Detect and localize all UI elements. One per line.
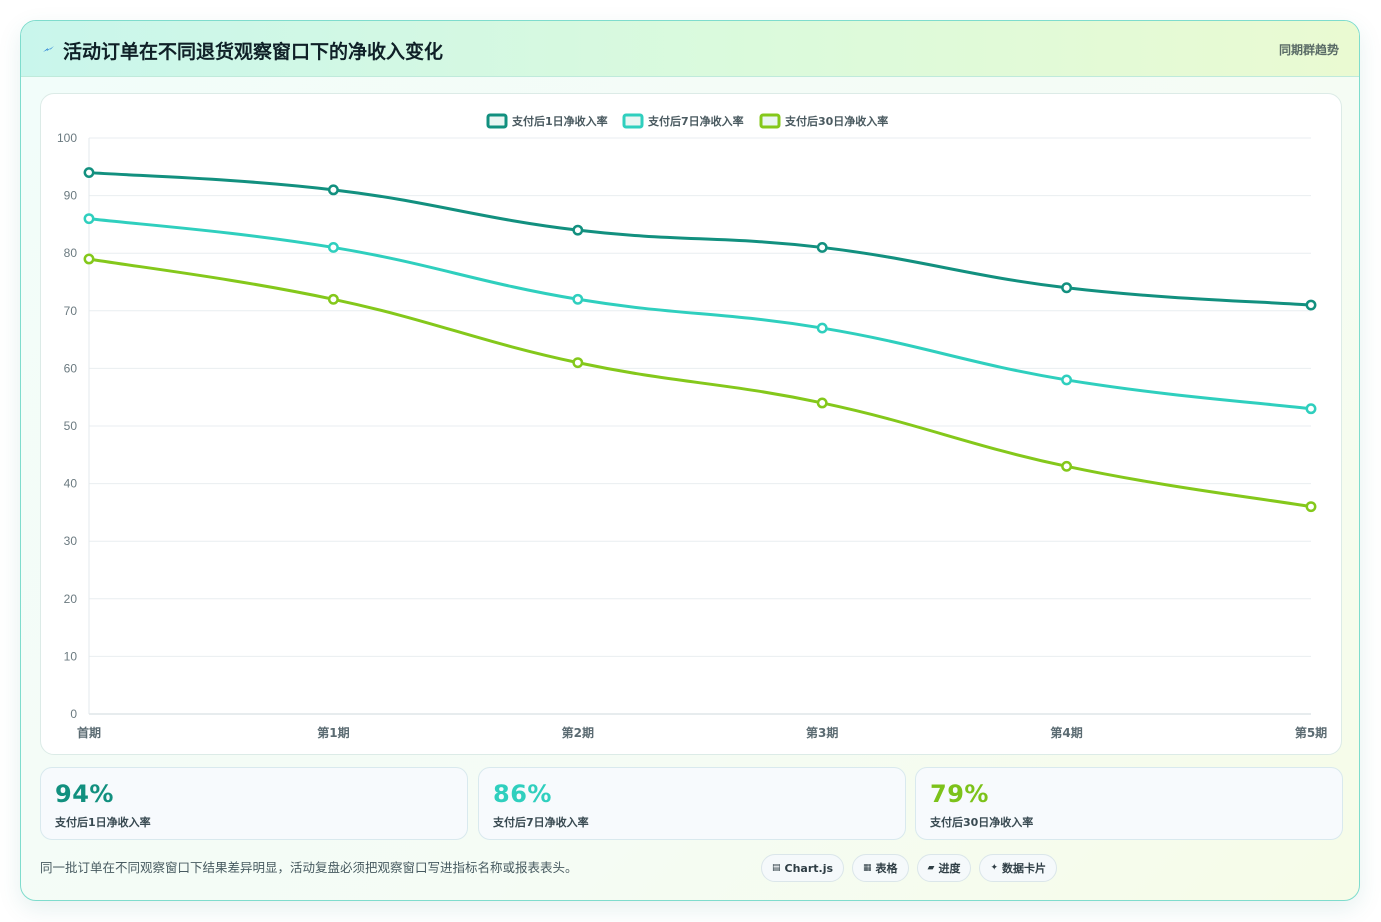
x-tick-label: 第5期 xyxy=(1295,725,1327,740)
data-point xyxy=(327,241,339,253)
chip-label: 数据卡片 xyxy=(1002,862,1047,875)
series-line-2 xyxy=(87,217,1313,411)
kpi-value: 79% xyxy=(930,780,989,808)
footnote: 同一批订单在不同观察窗口下结果差异明显，活动复盘必须把观察窗口写进指标名称或报表… xyxy=(40,860,578,875)
data-point xyxy=(327,184,339,196)
spark-icon xyxy=(43,46,54,52)
y-tick-label: 70 xyxy=(64,304,78,318)
data-point xyxy=(1061,282,1073,294)
progress-icon: ▰ xyxy=(927,863,935,873)
page-title: 活动订单在不同退货观察窗口下的净收入变化 xyxy=(63,41,444,63)
kpi-label: 支付后7日净收入率 xyxy=(493,816,589,829)
line-chart: 0 10 20 30 40 50 60 70 80 90 100 首期 第1期 第2期 第3期 第4期 第5期 支… xyxy=(57,113,1327,740)
chip-label: 进度 xyxy=(938,862,961,875)
legend-label: 支付后7日净收入率 xyxy=(647,114,744,128)
header-tag: 同期群趋势 xyxy=(1278,43,1339,57)
data-point xyxy=(572,224,584,236)
y-tick-label: 80 xyxy=(64,246,78,260)
y-tick-label: 40 xyxy=(64,477,78,491)
data-point xyxy=(572,357,584,369)
x-tick-label: 第4期 xyxy=(1050,725,1082,740)
legend-label: 支付后1日净收入率 xyxy=(511,114,608,128)
kpi-card-1d: 94% 支付后1日净收入率 xyxy=(40,767,468,840)
y-tick-label: 90 xyxy=(64,189,78,203)
kpi-card-30d: 79% 支付后30日净收入率 xyxy=(915,767,1343,840)
series-line-3 xyxy=(87,257,1313,509)
chip-label: Chart.js xyxy=(784,861,834,875)
kpi-value: 94% xyxy=(55,780,114,808)
chart-icon: ▤ xyxy=(772,863,781,873)
data-point xyxy=(816,241,828,253)
chip-data-card[interactable]: ✦ 数据卡片 xyxy=(979,854,1058,882)
data-point xyxy=(572,293,584,305)
chip-chartjs[interactable]: ▤ Chart.js xyxy=(761,854,845,882)
kpi-label: 支付后1日净收入率 xyxy=(55,816,151,829)
legend-label: 支付后30日净收入率 xyxy=(784,114,888,128)
x-tick-label: 首期 xyxy=(77,725,101,740)
y-tick-label: 50 xyxy=(64,419,78,433)
kpi-card-7d: 86% 支付后7日净收入率 xyxy=(478,767,906,840)
data-point xyxy=(1305,403,1317,415)
chip-table[interactable]: ▦ 表格 xyxy=(852,854,909,882)
data-point xyxy=(1305,501,1317,513)
card-header: 活动订单在不同退货观察窗口下的净收入变化 同期群趋势 xyxy=(21,21,1359,77)
y-tick-label: 20 xyxy=(64,592,78,606)
series-line-1 xyxy=(87,171,1313,307)
legend-swatch xyxy=(622,113,644,129)
y-tick-label: 10 xyxy=(64,649,78,663)
data-point xyxy=(83,213,95,225)
y-tick-label: 0 xyxy=(70,707,77,721)
tech-chips: ▤ Chart.js ▦ 表格 ▰ 进度 ✦ 数据卡片 xyxy=(761,854,1058,884)
kpi-value: 86% xyxy=(493,780,552,808)
data-point xyxy=(1061,460,1073,472)
legend-swatch xyxy=(759,113,781,129)
chart-card: 活动订单在不同退货观察窗口下的净收入变化 同期群趋势 0 10 20 30 40 50 60… xyxy=(20,20,1360,901)
y-tick-label: 30 xyxy=(64,534,78,548)
table-icon: ▦ xyxy=(863,863,872,873)
legend-swatch xyxy=(486,113,508,129)
data-point xyxy=(1061,374,1073,386)
data-point xyxy=(327,293,339,305)
data-point xyxy=(1305,299,1317,311)
kpi-label: 支付后30日净收入率 xyxy=(930,816,1034,829)
chip-progress[interactable]: ▰ 进度 xyxy=(916,854,972,882)
data-point xyxy=(816,397,828,409)
card-icon: ✦ xyxy=(990,863,999,873)
y-tick-label: 100 xyxy=(57,131,77,145)
data-point xyxy=(83,253,95,265)
x-tick-label: 第3期 xyxy=(806,725,838,740)
chip-label: 表格 xyxy=(875,862,898,875)
chart-area: 0 10 20 30 40 50 60 70 80 90 100 首期 第1期 第2期 第3期 第4期 第5期 支… xyxy=(40,93,1342,755)
x-tick-label: 第2期 xyxy=(562,725,594,740)
data-point xyxy=(83,167,95,179)
data-point xyxy=(816,322,828,334)
y-tick-label: 60 xyxy=(64,361,78,375)
x-tick-label: 第1期 xyxy=(317,725,349,740)
